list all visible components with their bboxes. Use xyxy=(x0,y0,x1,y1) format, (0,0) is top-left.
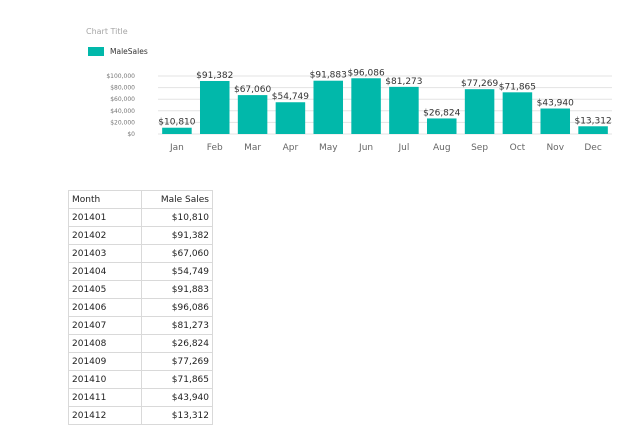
bar-chart: $0 $20,000 $40,000 $60,000 $80,000 $100,000 $1… xyxy=(106,68,612,153)
legend-swatch xyxy=(88,47,104,56)
column-header-month[interactable]: Month xyxy=(68,190,142,209)
data-label: $26,824 xyxy=(423,108,460,118)
bar xyxy=(275,102,306,134)
data-label: $71,865 xyxy=(499,82,536,92)
y-tick-label: $60,000 xyxy=(110,96,135,103)
data-label: $13,312 xyxy=(574,116,611,126)
bar xyxy=(313,80,344,134)
data-label: $67,060 xyxy=(234,85,271,95)
y-tick-label: $20,000 xyxy=(110,119,135,126)
table-row: 201409 $77,269 xyxy=(68,352,213,371)
data-label: $54,749 xyxy=(272,92,309,102)
x-tick-label: Aug xyxy=(433,143,451,153)
table-header-row: Month Male Sales xyxy=(68,190,213,209)
data-label: $81,273 xyxy=(385,77,422,87)
y-tick-label: $0 xyxy=(127,131,135,138)
y-tick-label: $40,000 xyxy=(110,108,135,115)
y-tick-label: $100,000 xyxy=(106,73,135,80)
chart-legend[interactable]: MaleSales xyxy=(88,47,148,56)
data-label: $10,810 xyxy=(158,118,195,128)
data-label: $91,883 xyxy=(310,71,347,81)
cell-month: 201407 xyxy=(68,316,142,335)
cell-month: 201404 xyxy=(68,262,142,281)
cell-male-sales: $91,382 xyxy=(141,226,213,245)
cell-month: 201402 xyxy=(68,226,142,245)
bar xyxy=(426,118,457,134)
bar xyxy=(199,80,230,134)
cell-month: 201406 xyxy=(68,298,142,317)
cell-month: 201409 xyxy=(68,352,142,371)
x-tick-label: Apr xyxy=(283,143,299,153)
cell-male-sales: $96,086 xyxy=(141,298,213,317)
cell-month: 201410 xyxy=(68,370,142,389)
bar xyxy=(464,89,495,134)
data-label: $77,269 xyxy=(461,79,498,89)
x-tick-label: Oct xyxy=(510,143,526,153)
sales-table: Month Male Sales 201401 $10,810 201402 $91,… xyxy=(68,190,213,425)
x-tick-label: Nov xyxy=(546,143,564,153)
cell-male-sales: $26,824 xyxy=(141,334,213,353)
data-label: $43,940 xyxy=(537,99,574,109)
cell-male-sales: $43,940 xyxy=(141,388,213,407)
cell-month: 201405 xyxy=(68,280,142,299)
cell-month: 201403 xyxy=(68,244,142,263)
cell-male-sales: $67,060 xyxy=(141,244,213,263)
bar xyxy=(237,95,268,134)
cell-male-sales: $71,865 xyxy=(141,370,213,389)
x-tick-label: Sep xyxy=(471,143,488,153)
table-row: 201401 $10,810 xyxy=(68,208,213,227)
data-label: $96,086 xyxy=(347,68,384,78)
cell-month: 201408 xyxy=(68,334,142,353)
bar xyxy=(351,78,381,134)
table-row: 201410 $71,865 xyxy=(68,370,213,389)
legend-label: MaleSales xyxy=(110,47,148,56)
cell-male-sales: $91,883 xyxy=(141,280,213,299)
cell-male-sales: $10,810 xyxy=(141,208,213,227)
table-row: 201406 $96,086 xyxy=(68,298,213,317)
cell-month: 201401 xyxy=(68,208,142,227)
y-tick-label: $80,000 xyxy=(110,85,135,92)
bar xyxy=(578,126,608,134)
cell-male-sales: $77,269 xyxy=(141,352,213,371)
table-row: 201405 $91,883 xyxy=(68,280,213,299)
bar xyxy=(540,108,571,134)
x-tick-label: May xyxy=(319,143,338,153)
table-row: 201407 $81,273 xyxy=(68,316,213,335)
x-tick-label: Mar xyxy=(244,143,261,153)
bar xyxy=(389,86,419,134)
chart-title: Chart Title xyxy=(86,27,128,36)
x-tick-label: Jun xyxy=(358,143,373,153)
x-tick-label: Jan xyxy=(169,143,184,153)
column-header-male-sales[interactable]: Male Sales xyxy=(141,190,213,209)
bar xyxy=(502,92,533,134)
x-tick-label: Feb xyxy=(207,143,223,153)
cell-month: 201411 xyxy=(68,388,142,407)
cell-male-sales: $81,273 xyxy=(141,316,213,335)
bar xyxy=(162,127,192,134)
table-row: 201411 $43,940 xyxy=(68,388,213,407)
x-tick-label: Dec xyxy=(584,143,601,153)
cell-male-sales: $54,749 xyxy=(141,262,213,281)
table-row: 201404 $54,749 xyxy=(68,262,213,281)
table-row: 201408 $26,824 xyxy=(68,334,213,353)
x-tick-label: Jul xyxy=(397,143,409,153)
table-row: 201403 $67,060 xyxy=(68,244,213,263)
table-row: 201402 $91,382 xyxy=(68,226,213,245)
data-label: $91,382 xyxy=(196,71,233,81)
